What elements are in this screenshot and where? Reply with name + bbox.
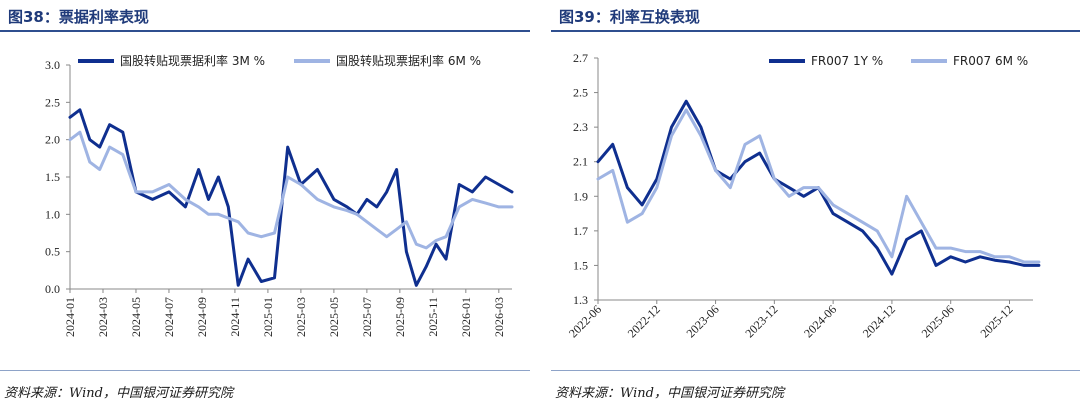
x-tick-label: 2024-03 xyxy=(96,297,110,337)
panel-bill-rates: 图38：票据利率表现 0.0 0.5 1.0 1.5 2.0 2.5 3.0 2024-01 2… xyxy=(0,0,530,406)
title-rule xyxy=(551,30,1080,32)
x-tick-label: 2022-06 xyxy=(566,302,604,340)
x-tick-label: 2024-06 xyxy=(801,302,839,340)
footer-rule xyxy=(551,370,1080,371)
y-tick-label: 0.5 xyxy=(45,245,60,259)
series-line-2 xyxy=(596,108,1041,264)
x-tick-label: 2024-12 xyxy=(860,302,898,340)
legend-label: 国股转贴现票据利率 6M % xyxy=(336,53,481,68)
y-tick-label: 2.5 xyxy=(573,86,588,100)
y-tick-label: 1.0 xyxy=(45,207,60,221)
y-tick-label: 3.0 xyxy=(45,58,60,72)
legend-label: FR007 1Y % xyxy=(811,54,883,68)
x-tick-label: 2026-03 xyxy=(492,297,506,337)
x-tick-label: 2025-05 xyxy=(327,297,341,337)
panel-irs-rates: 图39：利率互换表现 1.3 1.5 1.7 1.9 2.1 2.3 2.5 2.7 2022-… xyxy=(551,0,1080,406)
y-tick-label: 1.5 xyxy=(45,170,60,184)
x-tick-label: 2025-09 xyxy=(393,297,407,337)
x-tick-label: 2025-03 xyxy=(294,297,308,337)
y-tick-label: 2.1 xyxy=(573,155,588,169)
x-tick-label: 2025-12 xyxy=(977,302,1015,340)
y-tick-label: 2.3 xyxy=(573,120,588,134)
x-tick-label: 2026-01 xyxy=(459,297,473,337)
x-tick-label: 2025-07 xyxy=(360,297,374,337)
x-tick-label: 2025-06 xyxy=(919,302,957,340)
panel-title: 图39：利率互换表现 xyxy=(559,8,700,26)
y-tick-label: 1.5 xyxy=(573,258,588,272)
legend-label: 国股转贴现票据利率 3M % xyxy=(120,53,265,68)
x-tick-label: 2024-11 xyxy=(228,297,242,337)
legend-label: FR007 6M % xyxy=(953,54,1028,68)
panel-title: 图38：票据利率表现 xyxy=(8,8,149,26)
x-tick-label: 2023-12 xyxy=(742,302,780,340)
x-tick-label: 2025-01 xyxy=(261,297,275,337)
x-tick-label: 2025-11 xyxy=(426,297,440,337)
x-tick-label: 2024-09 xyxy=(195,297,209,337)
source-note: 资料来源：Wind，中国银河证券研究院 xyxy=(4,386,233,401)
y-tick-label: 1.7 xyxy=(573,224,588,238)
series-line-2 xyxy=(68,130,514,250)
x-tick-label: 2024-01 xyxy=(63,297,77,337)
source-note: 资料来源：Wind，中国银河证券研究院 xyxy=(555,386,784,401)
y-tick-label: 0.0 xyxy=(45,282,60,296)
y-tick-label: 2.5 xyxy=(45,95,60,109)
y-tick-label: 2.7 xyxy=(573,51,588,65)
footer-rule xyxy=(0,370,530,371)
x-tick-label: 2024-05 xyxy=(129,297,143,337)
chart-bill-rates: 0.0 0.5 1.0 1.5 2.0 2.5 3.0 2024-01 2024-03 2024-… xyxy=(45,53,514,337)
series-line-1 xyxy=(68,108,514,287)
y-tick-label: 1.3 xyxy=(573,293,588,307)
x-tick-label: 2024-07 xyxy=(162,297,176,337)
chart-irs-rates: 1.3 1.5 1.7 1.9 2.1 2.3 2.5 2.7 2022-06 2022-12 20… xyxy=(566,51,1041,340)
x-tick-label: 2022-12 xyxy=(625,302,663,340)
y-tick-label: 1.9 xyxy=(573,189,588,203)
y-tick-label: 2.0 xyxy=(45,133,60,147)
title-rule xyxy=(0,30,530,32)
x-tick-label: 2023-06 xyxy=(684,302,722,340)
